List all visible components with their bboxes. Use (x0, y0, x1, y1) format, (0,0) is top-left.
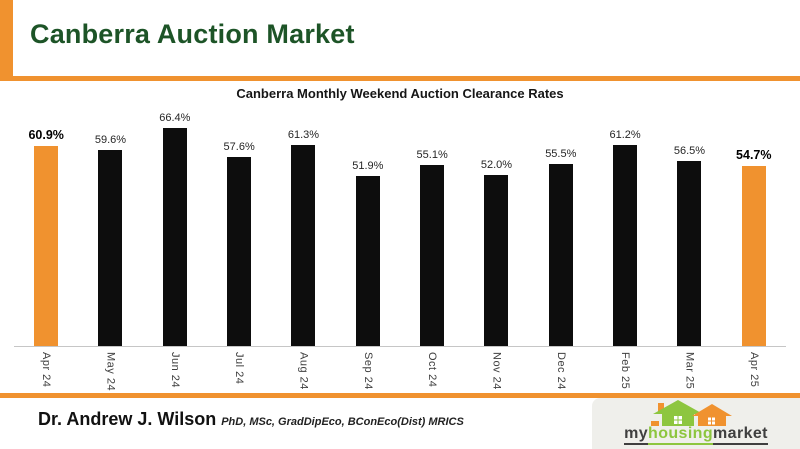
bar-column: 56.5% (657, 110, 721, 346)
x-tick: Aug 24 (271, 352, 335, 394)
bar-column: 57.6% (207, 110, 271, 346)
bar-value-label: 56.5% (673, 145, 706, 157)
bar-column: 60.9% (14, 110, 78, 346)
x-tick-label: Apr 25 (747, 352, 760, 388)
x-tick-label: Jun 24 (168, 352, 181, 389)
x-tick: Sep 24 (336, 352, 400, 394)
plot-area: 60.9% 59.6% 66.4% 57.6% 61.3% 51.9% 55.1% 52.0%… (14, 110, 786, 346)
bar (355, 176, 380, 346)
bar (613, 145, 638, 346)
bar (227, 157, 252, 346)
bar-column: 55.5% (529, 110, 593, 346)
x-tick-label: Nov 24 (490, 352, 503, 390)
bar-value-label: 51.9% (352, 160, 384, 172)
logo-wordmark: myhousingmarket (592, 425, 800, 445)
x-tick: Mar 25 (657, 352, 721, 394)
x-tick-label: Mar 25 (683, 352, 696, 390)
x-tick-label: Aug 24 (297, 352, 310, 390)
bar-column: 51.9% (336, 110, 400, 346)
x-tick: May 24 (78, 352, 142, 394)
bar-column: 55.1% (400, 110, 464, 346)
x-tick: Jun 24 (143, 352, 207, 394)
page-title: Canberra Auction Market (30, 19, 355, 49)
logo-word-housing: housing (648, 425, 714, 445)
footer-author: Dr. Andrew J. Wilson PhD, MSc, GradDipEco… (38, 409, 464, 430)
bar-value-label: 57.6% (223, 141, 255, 153)
houses-icon (651, 400, 732, 426)
logo-word-my: my (624, 425, 649, 445)
bar-value-label: 52.0% (480, 159, 513, 171)
bar-value-label: 55.5% (545, 148, 577, 160)
x-tick-label: Dec 24 (554, 352, 567, 390)
x-tick: Dec 24 (529, 352, 593, 394)
author-credentials: PhD, MSc, GradDipEco, BConEco(Dist) MRIC… (221, 416, 464, 428)
bar-column: 66.4% (143, 110, 207, 346)
bar (484, 175, 509, 346)
x-tick: Jul 24 (207, 352, 271, 394)
bar-value-label: 59.6% (94, 134, 127, 146)
bar-value-label: 61.3% (287, 129, 320, 141)
x-tick-label: Apr 24 (40, 352, 53, 388)
bar (420, 165, 445, 346)
bar-value-label: 66.4% (159, 112, 191, 124)
bar (98, 150, 123, 346)
x-tick: Apr 25 (722, 352, 786, 394)
bar (548, 164, 573, 346)
bar-value-label: 60.9% (28, 128, 64, 142)
bar-column: 54.7% (722, 110, 786, 346)
x-axis-line (14, 346, 786, 347)
x-tick: Oct 24 (400, 352, 464, 394)
bar (162, 128, 187, 346)
x-tick-label: Jul 24 (233, 352, 246, 385)
bar (741, 166, 766, 346)
logo-word-market: market (713, 425, 768, 445)
header-accent-bar (0, 0, 13, 77)
bar-value-label: 54.7% (736, 148, 772, 162)
x-tick-label: Oct 24 (426, 352, 439, 388)
chart-title: Canberra Monthly Weekend Auction Clearan… (236, 86, 564, 101)
x-tick-label: Feb 25 (619, 352, 632, 390)
logo-panel: myhousingmarket (592, 398, 800, 449)
x-tick: Apr 24 (14, 352, 78, 394)
bar-column: 59.6% (78, 110, 142, 346)
bar (677, 161, 702, 346)
bar (291, 145, 316, 346)
x-tick-label: Sep 24 (361, 352, 374, 390)
bar-column: 61.3% (271, 110, 335, 346)
x-tick-label: May 24 (104, 352, 117, 392)
x-tick: Feb 25 (593, 352, 657, 394)
author-name: Dr. Andrew J. Wilson (38, 409, 217, 429)
footer-divider (0, 393, 800, 398)
bar (34, 146, 59, 346)
x-tick: Nov 24 (464, 352, 528, 394)
header-divider (0, 76, 800, 81)
x-axis-labels: Apr 24 May 24 Jun 24 Jul 24 Aug 24 Sep 24 Oct … (14, 352, 786, 394)
bar-value-label: 61.2% (609, 129, 641, 141)
bar-value-label: 55.1% (416, 149, 448, 161)
bar-column: 52.0% (464, 110, 528, 346)
bar-column: 61.2% (593, 110, 657, 346)
